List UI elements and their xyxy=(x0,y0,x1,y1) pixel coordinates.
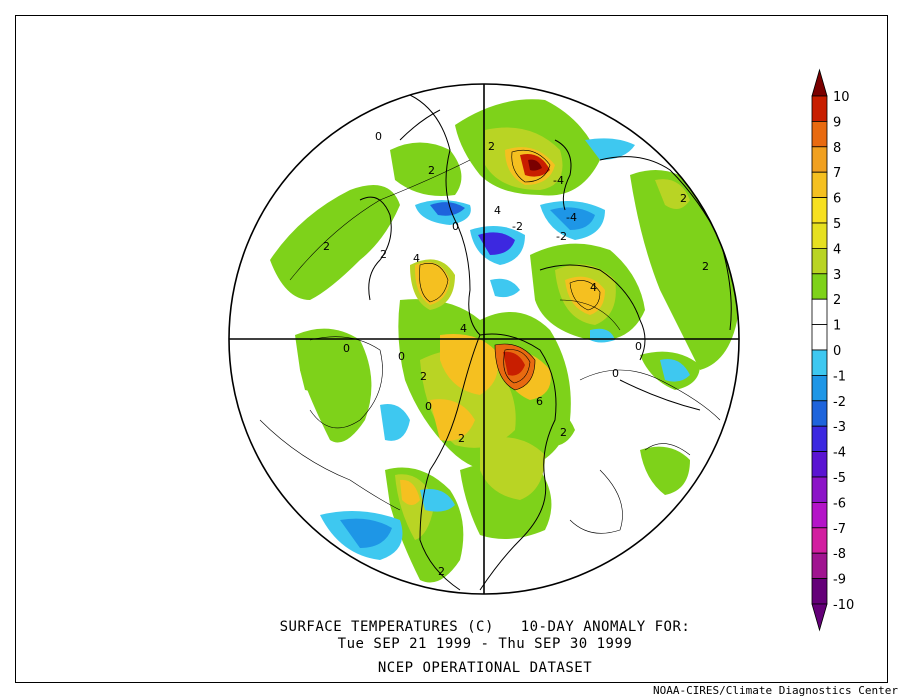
colorbar-swatch xyxy=(811,298,828,326)
colorbar-tick-label: 1 xyxy=(833,319,841,334)
anomaly-cold-region xyxy=(320,138,690,560)
colorbar-tick-label: -6 xyxy=(833,496,846,511)
colorbar-swatch xyxy=(811,527,828,554)
colorbar-swatch xyxy=(811,552,828,580)
colorbar-swatch xyxy=(811,324,828,351)
contour-label: 2 xyxy=(380,248,387,261)
contour-lines-inner xyxy=(419,149,601,391)
colorbar-swatch xyxy=(811,197,828,224)
colorbar-arrow-bottom xyxy=(811,603,828,632)
contour-label: 4 xyxy=(494,204,501,217)
colorbar-swatch xyxy=(811,247,828,275)
colorbar-swatch xyxy=(811,222,828,249)
contour-label: 0 xyxy=(343,342,350,355)
colorbar-swatch xyxy=(811,95,828,122)
colorbar-tick-label: 7 xyxy=(833,166,841,181)
colorbar-swatch xyxy=(811,171,828,198)
colorbar-tick-label: -10 xyxy=(833,598,854,613)
contour-label: 4 xyxy=(460,322,467,335)
colorbar-swatch xyxy=(811,476,828,503)
contour-label: -4 xyxy=(566,211,577,224)
colorbar-tick-label: 9 xyxy=(833,115,841,130)
colorbar-tick-label: -5 xyxy=(833,471,846,486)
colorbar-tick-label: 4 xyxy=(833,242,841,257)
contour-label: 2 xyxy=(560,426,567,439)
colorbar-swatch xyxy=(811,400,828,427)
colorbar-tick-label: -1 xyxy=(833,369,846,384)
colorbar-tick-label: -8 xyxy=(833,547,846,562)
contour-label: -2 xyxy=(512,220,523,233)
contour-label: -4 xyxy=(553,174,564,187)
title-line-2: Tue SEP 21 1999 - Thu SEP 30 1999 xyxy=(337,636,633,652)
contour-label: 2 xyxy=(323,240,330,253)
colorbar-swatch xyxy=(811,374,828,402)
colorbar-swatch xyxy=(811,451,828,478)
contour-label: 0 xyxy=(425,400,432,413)
contour-label: 2 xyxy=(458,432,465,445)
title-line-1: SURFACE TEMPERATURES (C) 10-DAY ANOMALY … xyxy=(279,619,691,635)
colorbar-tick-label: 6 xyxy=(833,192,841,207)
contour-label: 0 xyxy=(612,367,619,380)
colorbar-tick-label: -9 xyxy=(833,573,846,588)
colorbar-arrow-top xyxy=(811,68,828,97)
colorbar-tick-label: -3 xyxy=(833,420,846,435)
contour-label: 0 xyxy=(375,130,382,143)
colorbar-swatch xyxy=(811,273,828,300)
colorbar-swatch xyxy=(811,425,828,453)
colorbar-swatch xyxy=(811,121,828,148)
colorbar-tick-label: -4 xyxy=(833,446,846,461)
title-line-3: NCEP OPERATIONAL DATASET xyxy=(377,660,593,676)
contour-label: 2 xyxy=(702,260,709,273)
contour-label: 2 xyxy=(420,370,427,383)
colorbar-tick-label: 0 xyxy=(833,344,841,359)
contour-label: 4 xyxy=(413,252,420,265)
contour-label: 0 xyxy=(452,220,459,233)
colorbar-swatch xyxy=(811,349,828,376)
colorbar-tick-label: 3 xyxy=(833,268,841,283)
colorbar-tick-label: 8 xyxy=(833,141,841,156)
contour-label: -2 xyxy=(556,230,567,243)
colorbar-swatch xyxy=(811,501,828,529)
colorbar-swatch xyxy=(811,578,828,605)
colorbar-tick-label: 10 xyxy=(833,90,850,105)
contour-label: 2 xyxy=(680,192,687,205)
contour-label: 4 xyxy=(590,281,597,294)
contour-label: 0 xyxy=(635,340,642,353)
colorbar-tick-label: 5 xyxy=(833,217,841,232)
contour-label: 2 xyxy=(428,164,435,177)
colorbar-swatch xyxy=(811,146,828,173)
colorbar-tick-label: -2 xyxy=(833,395,846,410)
colorbar-tick-label: 2 xyxy=(833,293,841,308)
contour-label: 0 xyxy=(398,350,405,363)
contour-label: 6 xyxy=(536,395,543,408)
contour-lines xyxy=(259,159,721,534)
contour-label: 2 xyxy=(438,565,445,578)
contour-labels: 0 2 2 2 2 4 4 4 4 -2 -2 -4 2 2 2 2 2 2 0… xyxy=(323,130,709,578)
colorbar-tick-label: -7 xyxy=(833,522,846,537)
plot-frame xyxy=(15,15,888,683)
credit-text: NOAA-CIRES/Climate Diagnostics Center xyxy=(652,684,898,697)
contour-label: 2 xyxy=(488,140,495,153)
